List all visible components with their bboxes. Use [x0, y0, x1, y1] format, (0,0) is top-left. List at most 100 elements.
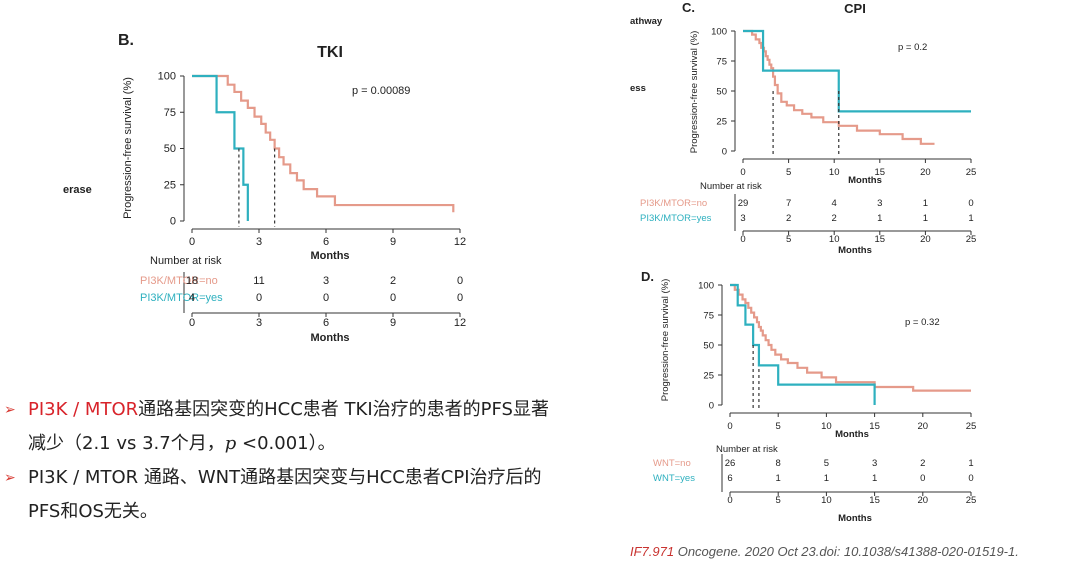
risk-x-tick-label: 15 [875, 234, 886, 245]
risk-x-tick-label: 20 [920, 234, 931, 245]
bullet-text-end: <0.001）。 [236, 433, 336, 454]
risk-count: 1 [968, 458, 973, 469]
risk-count: 2 [832, 213, 837, 224]
risk-count: 1 [824, 473, 829, 484]
risk-count: 1 [968, 213, 973, 224]
risk-count: 29 [738, 198, 749, 209]
x-tick-label: 5 [776, 421, 781, 432]
x-tick-label: 0 [727, 421, 732, 432]
risk-count: 0 [256, 292, 262, 304]
risk-x-tick-label: 5 [786, 234, 791, 245]
risk-row-label: WNT=no [653, 458, 691, 469]
citation: IF7.971 Oncogene. 2020 Oct 23.doi: 10.10… [630, 544, 1019, 559]
x-tick-label: 15 [875, 167, 886, 178]
risk-x-tick-label: 15 [869, 495, 880, 506]
risk-row-label: WNT=yes [653, 473, 695, 484]
arrow-bullet-icon: ➢ [4, 402, 16, 418]
x-tick-label: 10 [829, 167, 840, 178]
risk-x-tick-label: 6 [323, 317, 329, 329]
panel-label: B. [118, 32, 134, 49]
cropped-side-label: erase [63, 184, 92, 196]
p-value-label: p = 0.32 [905, 317, 940, 328]
risk-x-axis-label: Months [838, 513, 872, 524]
x-tick-label: 0 [740, 167, 745, 178]
panel-label: D. [641, 269, 654, 284]
risk-count: 18 [186, 275, 198, 287]
y-tick-label: 0 [170, 216, 176, 228]
x-axis-label: Months [835, 429, 869, 440]
citation-text: Oncogene. 2020 Oct 23.doi: 10.1038/s4138… [674, 544, 1019, 559]
risk-x-tick-label: 25 [966, 495, 977, 506]
x-tick-label: 6 [323, 236, 329, 248]
risk-count: 1 [776, 473, 781, 484]
risk-count: 2 [786, 213, 791, 224]
risk-count: 0 [323, 292, 329, 304]
bullet-p-symbol: p [224, 433, 237, 454]
summary-bullets: ➢ PI3K / MTOR通路基因突变的HCC患者 TKI治疗的患者的PFS显著… [4, 393, 564, 529]
cropped-side-label: athway [630, 16, 663, 27]
risk-table-title: Number at risk [700, 181, 762, 192]
x-axis-label: Months [848, 175, 882, 186]
y-tick-label: 75 [716, 57, 727, 68]
x-tick-label: 0 [189, 236, 195, 248]
risk-x-axis-label: Months [310, 332, 349, 344]
x-tick-label: 3 [256, 236, 262, 248]
km-curve-yes [743, 29, 971, 113]
cropped-side-label: ess [630, 83, 646, 94]
risk-count: 11 [253, 275, 264, 287]
risk-count: 1 [923, 198, 928, 209]
risk-x-tick-label: 0 [727, 495, 732, 506]
risk-count: 7 [786, 198, 791, 209]
risk-count: 0 [968, 473, 973, 484]
y-tick-label: 0 [709, 401, 714, 412]
km-curve-yes [192, 74, 249, 221]
risk-x-tick-label: 0 [189, 317, 195, 329]
risk-count: 5 [824, 458, 829, 469]
panel-label: C. [682, 0, 695, 15]
y-tick-label: 50 [164, 143, 176, 155]
y-tick-label: 100 [158, 71, 176, 83]
risk-row-label: PI3K/MTOR=no [640, 198, 707, 209]
risk-count: 0 [390, 292, 396, 304]
risk-table-title: Number at risk [716, 444, 778, 455]
y-axis-label: Progression-free survival (%) [689, 31, 700, 153]
risk-count: 3 [877, 198, 882, 209]
y-tick-label: 25 [703, 371, 714, 382]
x-tick-label: 9 [390, 236, 396, 248]
risk-count: 0 [920, 473, 925, 484]
x-tick-label: 25 [966, 167, 977, 178]
y-tick-label: 100 [698, 281, 714, 292]
y-tick-label: 50 [703, 341, 714, 352]
panel-b-tki: B. TKI erase 0 25 50 75 100 0 3 6 9 12 Months Progress… [63, 32, 466, 344]
risk-x-tick-label: 10 [829, 234, 840, 245]
chart-title: TKI [317, 44, 343, 61]
bullet-item: ➢ PI3K / MTOR 通路、WNT通路基因突变与HCC患者CPI治疗后的P… [4, 461, 564, 529]
y-tick-label: 25 [164, 179, 176, 191]
y-tick-label: 75 [164, 107, 176, 119]
x-tick-label: 20 [918, 421, 929, 432]
risk-count: 3 [323, 275, 329, 287]
bullet-text: 通路基因突变的HCC患者 TKI治疗的患者的PFS显著减少（2.1 vs 3.7… [28, 399, 549, 454]
risk-x-axis-label: Months [838, 245, 872, 256]
risk-count: 1 [872, 473, 877, 484]
y-axis-label: Progression-free survival (%) [660, 279, 671, 401]
x-tick-label: 12 [454, 236, 466, 248]
impact-factor: IF7.971 [630, 544, 675, 559]
risk-count: 6 [727, 473, 732, 484]
y-tick-label: 0 [722, 147, 727, 158]
km-curve-yes [730, 283, 876, 405]
x-tick-label: 15 [869, 421, 880, 432]
risk-count: 2 [920, 458, 925, 469]
bullet-item: ➢ PI3K / MTOR通路基因突变的HCC患者 TKI治疗的患者的PFS显著… [4, 393, 564, 461]
risk-count: 2 [390, 275, 396, 287]
risk-count: 8 [776, 458, 781, 469]
risk-row-label: PI3K/MTOR=no [140, 275, 218, 287]
risk-count: 1 [877, 213, 882, 224]
y-tick-label: 25 [716, 117, 727, 128]
risk-count: 0 [457, 292, 463, 304]
km-curve-no [743, 29, 935, 145]
risk-count: 4 [832, 198, 837, 209]
